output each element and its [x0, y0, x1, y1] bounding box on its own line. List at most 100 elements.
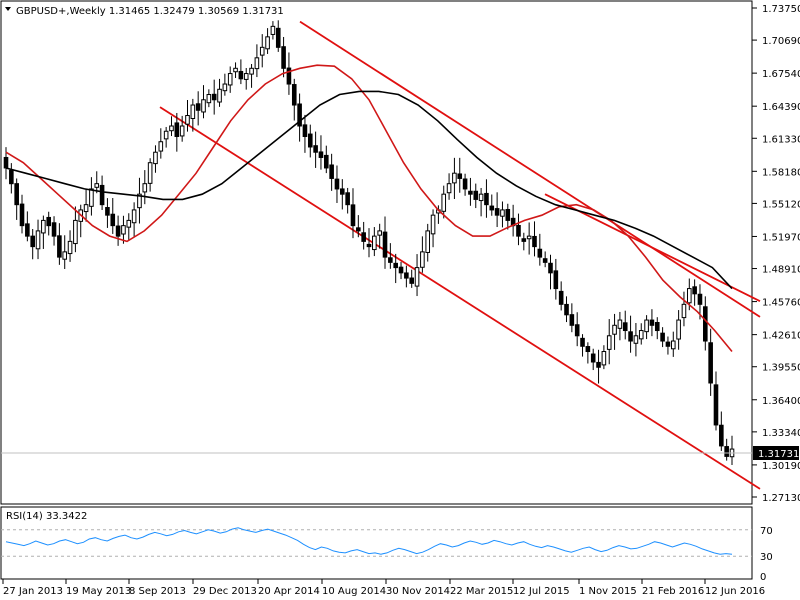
candle-body [35, 230, 41, 250]
time-tick-label: 30 Nov 2014 [386, 586, 450, 597]
candle-body [585, 346, 591, 353]
price-tick-label: 1.70690 [762, 36, 800, 47]
candle-body [446, 183, 452, 194]
candle-body [19, 203, 25, 227]
candle-body [574, 324, 580, 337]
candle-body [51, 222, 57, 237]
candle-body [9, 169, 14, 185]
candle-body [697, 293, 703, 305]
candle-body [297, 103, 302, 127]
candle-body [708, 342, 713, 384]
candle-body [676, 319, 681, 340]
candle-body [94, 183, 100, 188]
candle-body [281, 46, 286, 69]
time-tick-label: 29 Dec 2013 [193, 586, 257, 597]
candle-body [313, 145, 318, 153]
candle-body [393, 262, 398, 269]
candle-body [302, 124, 308, 137]
candle-body [286, 67, 292, 85]
symbol-header: GBPUSD+,Weekly 1.31465 1.32479 1.30569 1… [16, 6, 284, 17]
current-price-label: 1.31731 [758, 449, 799, 460]
candle-body [478, 193, 484, 202]
candle-body [660, 332, 665, 342]
candle-body [153, 151, 158, 165]
price-tick-label: 1.42610 [762, 331, 800, 342]
candle-body [275, 27, 281, 48]
candle-body [409, 277, 415, 284]
candle-body [89, 188, 94, 207]
ma-slow-line [5, 90, 733, 290]
triangle-down-icon[interactable] [5, 7, 11, 11]
candle-body [596, 361, 601, 368]
price-tick-label: 1.58180 [762, 167, 800, 178]
candle-body [174, 122, 180, 137]
candle-body [489, 205, 495, 211]
price-tick-label: 1.48910 [762, 265, 800, 276]
time-tick-label: 10 Aug 2014 [322, 586, 386, 597]
candle-body [163, 130, 169, 140]
candle-body [724, 446, 729, 457]
price-tick-label: 1.67540 [762, 69, 800, 80]
ma-fast-line [5, 64, 733, 353]
candle-body [57, 235, 62, 258]
candle-body [238, 70, 244, 80]
candle-body [169, 125, 174, 132]
candle-body [46, 216, 52, 227]
candle-body [179, 125, 185, 137]
candle-body [542, 258, 548, 263]
candle-body [211, 93, 217, 101]
rsi-line [5, 527, 733, 555]
rsi-level-label: 70 [760, 526, 773, 537]
candle-body [553, 270, 559, 290]
time-tick-label: 19 May 2013 [66, 586, 131, 597]
candle-body [425, 230, 431, 253]
candle-body [185, 115, 190, 125]
time-tick-label: 12 Jul 2015 [513, 586, 570, 597]
time-tick-label: 8 Sep 2013 [129, 586, 186, 597]
current-price-tag [753, 446, 799, 460]
candle-body [30, 235, 35, 248]
candle-body [494, 208, 500, 216]
candle-body [622, 322, 628, 332]
rsi-plot: 70 30 0 [1, 526, 773, 583]
candle-body [265, 36, 270, 50]
candle-body [420, 251, 425, 268]
candle-body [670, 340, 676, 350]
candle-body [41, 219, 46, 234]
candle-body [137, 193, 142, 209]
candle-body [307, 133, 313, 148]
candle-body [398, 266, 404, 274]
candle-body [350, 204, 356, 227]
candle-body [644, 319, 649, 333]
candle-body [564, 303, 569, 316]
candle-body [329, 164, 334, 179]
candle-body [73, 219, 78, 245]
price-tick-label: 1.61330 [762, 134, 800, 145]
candle-body [110, 213, 116, 227]
candle-body [703, 306, 708, 342]
main-pane[interactable] [0, 0, 753, 505]
price-tick-label: 1.39550 [762, 363, 800, 374]
candle-body [195, 103, 201, 111]
price-tick-label: 1.55120 [762, 199, 800, 210]
price-tick-label: 1.45760 [762, 298, 800, 309]
candle-body [558, 290, 564, 305]
channel-line [299, 20, 761, 318]
candle-body [377, 230, 382, 236]
time-tick-label: 1 Nov 2015 [579, 586, 637, 597]
candle-body [131, 209, 137, 224]
candle-body [334, 178, 340, 190]
candle-body [548, 262, 553, 274]
price-tick-label: 1.64390 [762, 102, 800, 113]
rsi-pane[interactable] [0, 506, 753, 580]
candle-body [126, 219, 132, 228]
candle-body [217, 88, 222, 103]
candles [3, 20, 735, 465]
channel-line [159, 106, 761, 490]
candle-body [521, 238, 527, 242]
candle-body [356, 227, 361, 232]
candle-body [361, 232, 366, 242]
candle-body [62, 251, 68, 260]
candle-body [537, 248, 543, 258]
